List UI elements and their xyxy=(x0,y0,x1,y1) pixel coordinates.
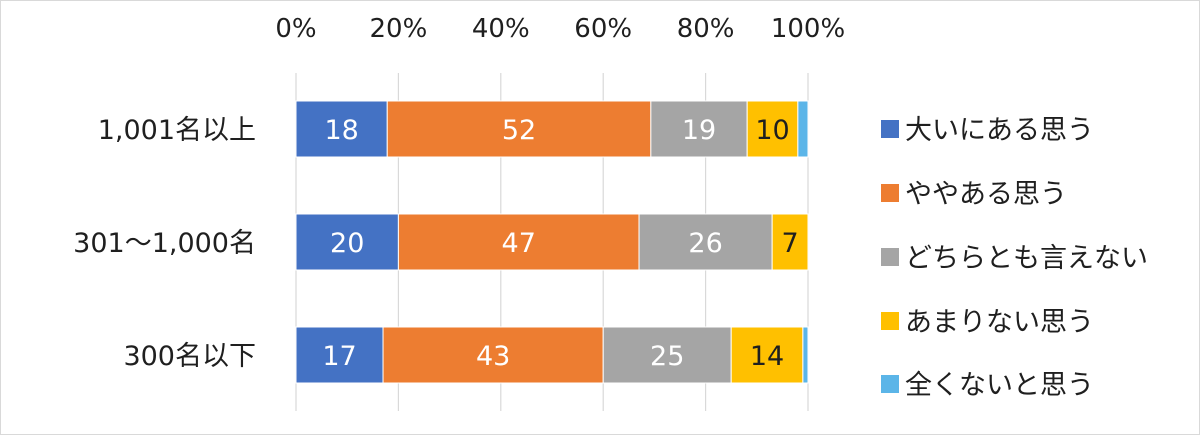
x-tick-label: 0% xyxy=(275,14,316,44)
bar-segment xyxy=(802,326,809,384)
data-label: 19 xyxy=(682,115,716,146)
data-label: 25 xyxy=(650,341,684,372)
legend-label: どちらとも言えない xyxy=(905,243,1148,274)
data-label: 47 xyxy=(502,228,536,259)
legend-swatch xyxy=(881,184,899,202)
bar-segment xyxy=(382,326,604,384)
data-label: 52 xyxy=(502,115,536,146)
bar-segment xyxy=(295,213,399,271)
bar-segment xyxy=(638,213,773,271)
bar-segment xyxy=(730,326,804,384)
data-label: 7 xyxy=(781,228,798,259)
data-label: 14 xyxy=(750,341,784,372)
legend-swatch xyxy=(881,248,899,266)
legend-swatch xyxy=(881,375,899,393)
data-label: 18 xyxy=(324,115,358,146)
bar-segment xyxy=(397,213,640,271)
bar-segment xyxy=(746,100,799,158)
legend-label: 全くないと思う xyxy=(905,370,1094,401)
bar-segment xyxy=(295,100,388,158)
data-label: 17 xyxy=(322,341,356,372)
data-label: 26 xyxy=(688,228,722,259)
data-label: 20 xyxy=(330,228,364,259)
category-label: 301～1,000名 xyxy=(73,228,256,259)
legend-label: 大いにある思う xyxy=(905,115,1094,146)
legend-swatch xyxy=(881,120,899,138)
x-tick-label: 100% xyxy=(771,14,845,44)
x-tick-label: 80% xyxy=(677,14,735,44)
x-tick-label: 20% xyxy=(370,14,428,44)
x-tick-label: 60% xyxy=(574,14,632,44)
legend-swatch xyxy=(881,312,899,330)
bar-segment xyxy=(771,213,809,271)
bar-segment xyxy=(602,326,732,384)
data-label: 10 xyxy=(755,115,789,146)
bar-segment xyxy=(295,326,384,384)
legend-label: あまりない思う xyxy=(905,307,1094,338)
category-label: 300名以下 xyxy=(123,341,256,372)
data-label: 43 xyxy=(476,341,510,372)
x-tick-label: 40% xyxy=(472,14,530,44)
category-label: 1,001名以上 xyxy=(98,115,256,146)
legend-label: ややある思う xyxy=(905,179,1067,210)
bar-segment xyxy=(797,100,809,158)
